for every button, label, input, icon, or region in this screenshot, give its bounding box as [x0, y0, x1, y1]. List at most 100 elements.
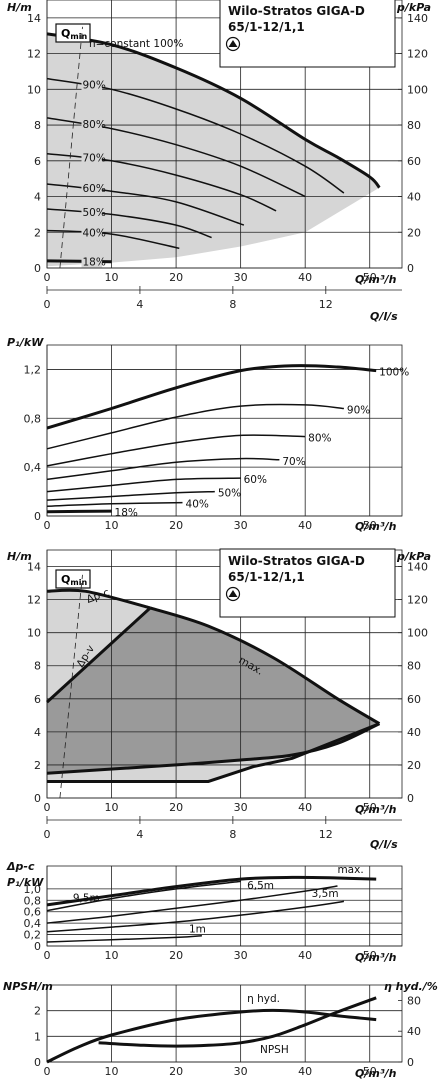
speed-curve [46, 259, 112, 264]
x-tick-label: 10 [105, 1065, 119, 1078]
y-tick-label: 12 [27, 594, 41, 607]
series-label: 50% [218, 488, 241, 500]
power-curve [46, 434, 306, 467]
y2-tick-label: 40 [407, 191, 421, 204]
series-label: 60% [83, 183, 106, 195]
y-tick-label: 0,4 [24, 461, 42, 474]
y2-tick-label: 0 [407, 262, 414, 275]
power-curve [46, 490, 215, 501]
x-tick-label: 30 [234, 949, 248, 962]
grid [46, 865, 403, 947]
series-label: 70% [83, 153, 106, 165]
series-label: 40% [186, 499, 209, 511]
product-name: Wilo-Stratos GIGA-D [228, 4, 365, 18]
y-axis-label-2: Δp-c [6, 860, 35, 873]
grid [46, 344, 403, 517]
x2-tick-label: 12 [319, 298, 333, 311]
x-tick-label: 20 [169, 271, 183, 284]
curve-label-bg [81, 255, 103, 268]
x-axis-label: Q/m³/h [355, 273, 397, 286]
power-curve [46, 934, 202, 943]
y2-tick-label: 120 [407, 594, 428, 607]
y2-tick-label: 40 [407, 726, 421, 739]
plot-frame [46, 984, 403, 1063]
x-tick-label: 50 [363, 271, 377, 284]
x-tick-label: 20 [169, 519, 183, 532]
x-tick-label: 0 [44, 1065, 51, 1078]
x2-axis-label: Q/l/s [370, 310, 398, 323]
y-tick-label: 8 [34, 119, 41, 132]
power-curve [46, 403, 344, 450]
y-tick-label: 0 [34, 1056, 41, 1069]
x-axis-label: Q/m³/h [355, 520, 397, 533]
y-tick-label: 2 [34, 1005, 41, 1018]
x-tick-label: 50 [363, 1065, 377, 1078]
product-name: Wilo-Stratos GIGA-D [228, 554, 365, 568]
y-axis-label: P₁/kW [7, 876, 44, 889]
power-curve [46, 364, 377, 430]
y2-tick-label: 100 [407, 627, 428, 640]
y-tick-label: 0 [34, 940, 41, 953]
min-curve [46, 722, 381, 775]
series-label: 90% [347, 405, 370, 417]
x-tick-label: 0 [44, 801, 51, 814]
hq-chart-control: 0 10 20 30 40 5002468101214020406080100120140… [7, 548, 431, 851]
series-label: 9,5m [73, 892, 100, 904]
y2-tick-label: 40 [407, 1025, 421, 1038]
power-curve [46, 501, 183, 507]
x-tick-label: 50 [363, 949, 377, 962]
curve-label-bg [81, 117, 103, 130]
x-axis-label: Q/m³/h [355, 1067, 397, 1080]
x-tick-label: 40 [298, 1065, 312, 1078]
curve-label-bg [81, 78, 103, 91]
x-tick-label: 10 [105, 271, 119, 284]
power-curve [46, 875, 377, 907]
y-tick-label: 0,8 [24, 412, 42, 425]
x-tick-label: 10 [105, 949, 119, 962]
y-axis-label: P₁/kW [7, 336, 44, 349]
product-model: 65/1-12/1,1 [228, 570, 305, 584]
y-tick-label: 1,2 [24, 363, 42, 376]
y-tick-label: 12 [27, 48, 41, 61]
x2-tick-label: 4 [136, 828, 143, 841]
y-tick-label: 0,6 [24, 906, 42, 919]
series-label: 70% [282, 456, 305, 468]
series-label: 18% [83, 256, 106, 268]
qmin-label: Q [61, 573, 70, 586]
y2-tick-label: 100 [407, 83, 428, 96]
y-tick-label: 6 [34, 693, 41, 706]
speed-curve [46, 183, 245, 226]
series-label: 40% [83, 227, 106, 239]
curve-label-bg [81, 181, 103, 194]
y-tick-label: 4 [34, 191, 41, 204]
y-tick-label: 8 [34, 660, 41, 673]
svg-text:Qmin: Qmin [61, 27, 87, 41]
y-tick-label: 10 [27, 83, 41, 96]
x-tick-label: 20 [169, 949, 183, 962]
y-axis-label: H/m [7, 550, 32, 563]
x-tick-label: 10 [105, 801, 119, 814]
qmin-box: Qmin [55, 23, 91, 43]
qmin-line [59, 574, 83, 799]
y-tick-label: 0,4 [24, 917, 42, 930]
operating-range-fill [47, 33, 380, 267]
speed-curve [46, 229, 180, 250]
power-chart-control: max. 9,5m 6,5m 3,5m 1m 0 10 20 30 40 50 00,20,40,6… [6, 860, 403, 964]
y2-tick-label: 20 [407, 226, 421, 239]
x2-tick-label: 4 [136, 298, 143, 311]
product-box [219, 548, 396, 618]
y2-tick-label: 80 [407, 660, 421, 673]
series-label: max. [337, 864, 363, 876]
tick-labels: 0 10 20 30 40 5002468101214020406080100120140… [27, 12, 428, 311]
y2-axis-label: η hyd./% [384, 980, 438, 993]
series-label: 50% [83, 207, 106, 219]
x-axis-label: Q/m³/h [355, 951, 397, 964]
power-curve [46, 509, 112, 514]
series-label: 18% [115, 507, 138, 519]
y-tick-label: 4 [34, 726, 41, 739]
hq-chart-top: n=constant 100% 90% 80% 70% 60% 50% 40% 18% 0 10… [7, 0, 431, 323]
dp-v-line [45, 606, 152, 704]
speed-curve [46, 77, 345, 194]
